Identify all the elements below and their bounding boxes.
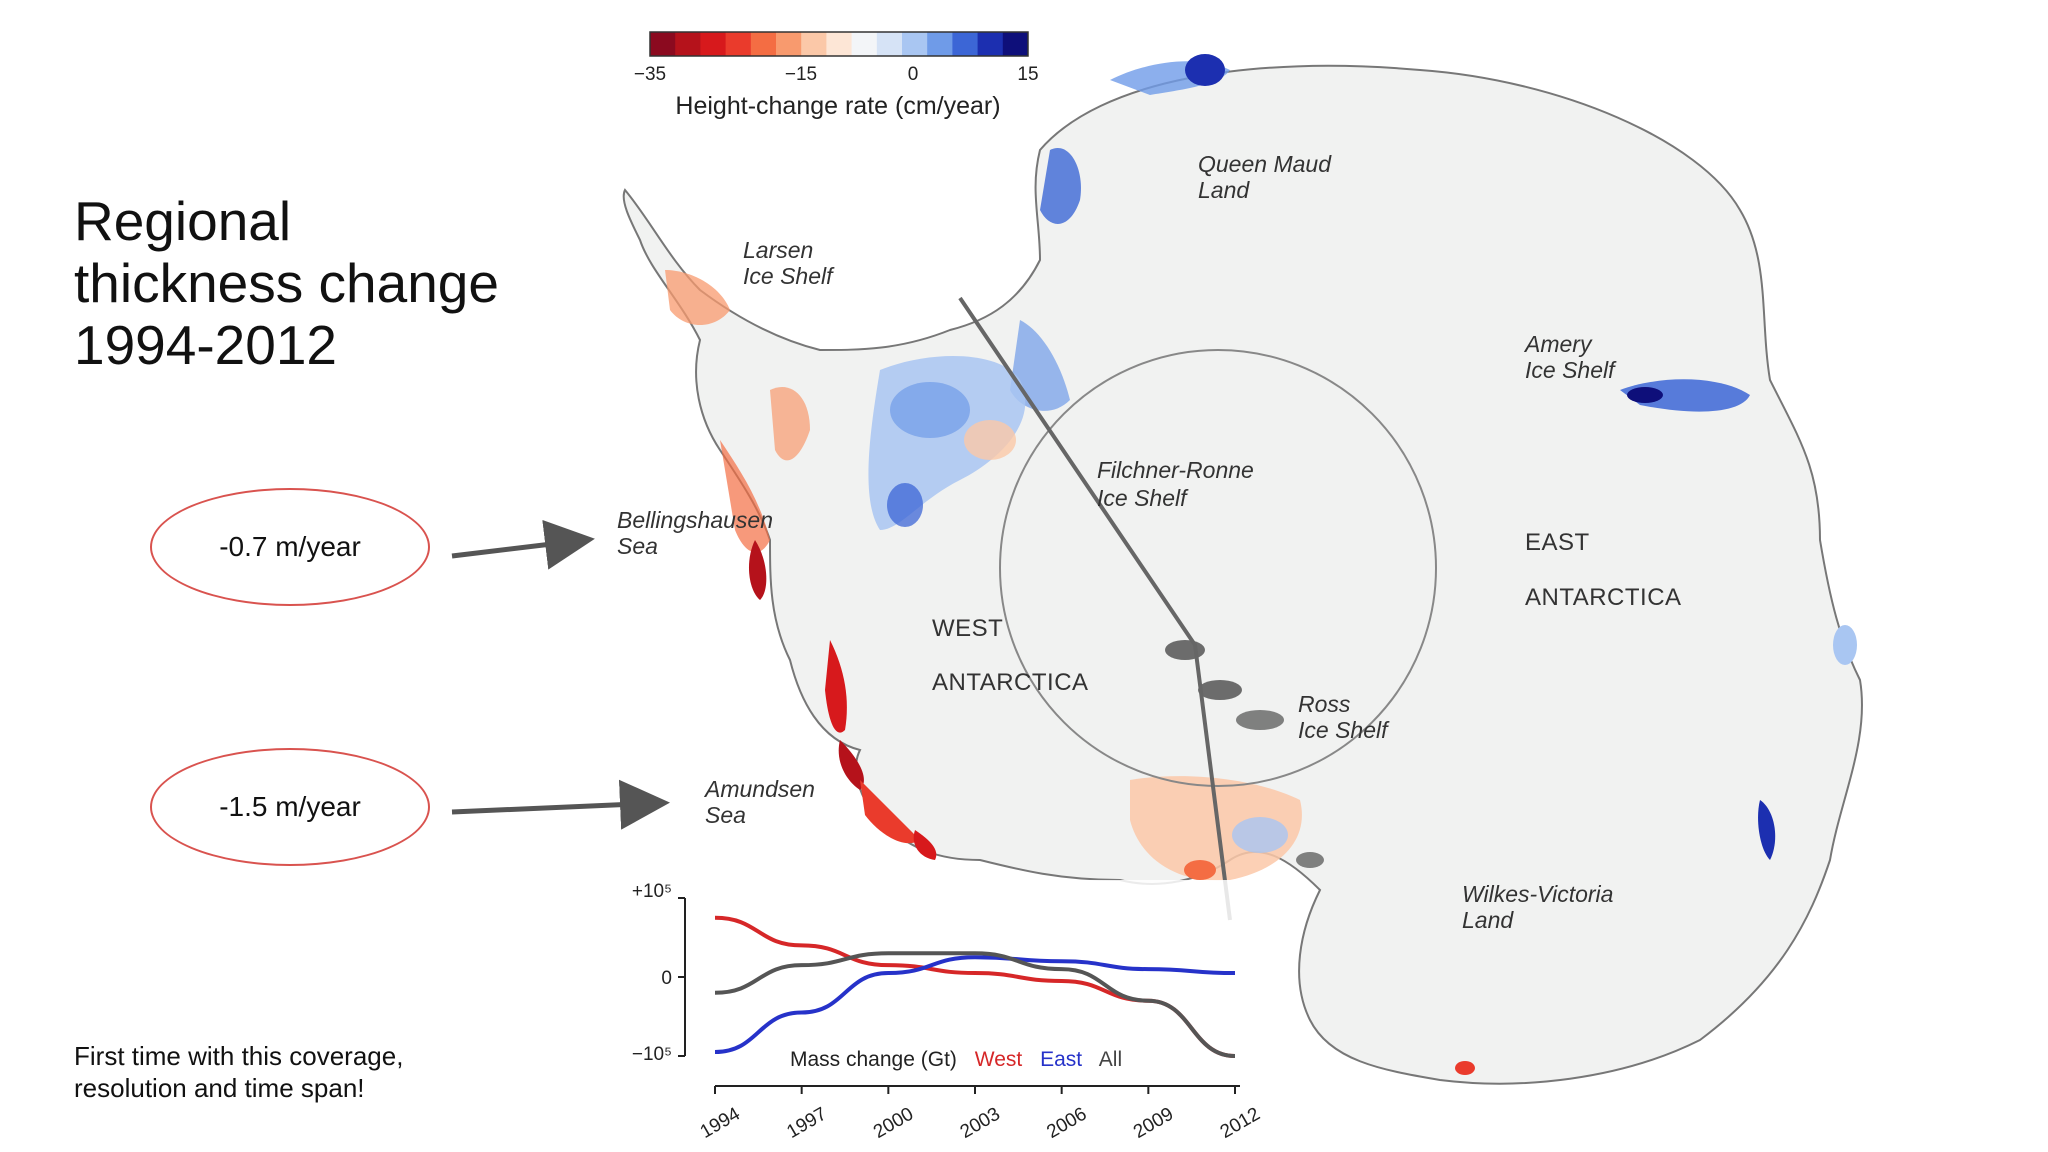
map-label: Sea: [617, 533, 658, 559]
x-tick-label: 1994: [697, 1103, 744, 1143]
continent-shape: [622, 64, 1864, 1085]
east-west-divide: [958, 296, 1232, 921]
colorbar: −35 −15 0 15 Height-change rate (cm/year…: [634, 31, 1039, 120]
map-label: Sea: [705, 802, 746, 828]
map-labels: Queen Maud Land Larsen Ice Shelf Amery I…: [617, 151, 1682, 933]
colorbar-swatch: [927, 32, 953, 56]
map-label: WEST: [932, 615, 1003, 642]
colorbar-swatch: [1002, 32, 1029, 56]
map-label: Filchner-Ronne: [1097, 457, 1254, 483]
map-label: Amery: [1523, 331, 1593, 357]
pole-hole-circle: [999, 349, 1437, 787]
colorbar-swatch: [851, 32, 878, 56]
colorbar-swatch: [952, 32, 979, 56]
map-label: ANTARCTICA: [932, 669, 1089, 696]
y-tick-label: 0: [661, 968, 672, 989]
colorbar-swatch: [902, 32, 928, 56]
map-label: Ross: [1298, 691, 1351, 717]
map-label: Bellingshausen: [617, 507, 773, 533]
x-tick-label: 2006: [1043, 1104, 1090, 1143]
legend-prefix: Mass change (Gt): [790, 1048, 957, 1071]
x-tick-label: 2003: [957, 1104, 1004, 1143]
arrow-amundsen: [451, 779, 670, 830]
callout-label: -1.5 m/year: [219, 791, 361, 822]
colorbar-swatch: [776, 32, 802, 56]
colorbar-title: Height-change rate (cm/year): [675, 92, 1000, 120]
chart-legend: Mass change (Gt) West East All: [790, 1048, 1122, 1071]
map-label: Land: [1198, 177, 1250, 203]
callout-bellingshausen: -0.7 m/year: [150, 488, 430, 606]
colorbar-swatch: [876, 32, 903, 56]
x-tick-label: 1997: [783, 1104, 830, 1143]
series-line-east: [714, 955, 1236, 1055]
colorbar-swatch: [977, 32, 1004, 56]
legend-west: West: [975, 1048, 1023, 1071]
colorbar-swatch: [801, 32, 827, 56]
series-line-all: [714, 951, 1236, 1058]
map-label: Land: [1462, 907, 1514, 933]
colorbar-swatch: [826, 32, 853, 56]
map-label: Ice Shelf: [1298, 717, 1390, 743]
y-tick-label: +10⁵: [632, 881, 672, 902]
colorbar-swatch: [750, 32, 777, 56]
colorbar-tick: −15: [785, 64, 817, 85]
colorbar-swatch: [700, 32, 727, 56]
map-label: Queen Maud: [1198, 151, 1332, 177]
colorbar-tick: 0: [908, 64, 919, 85]
arrow-bellingshausen: [451, 519, 595, 570]
x-tick-label: 2000: [870, 1104, 917, 1143]
map-label: Amundsen: [703, 776, 815, 802]
y-tick-label: −10⁵: [632, 1044, 672, 1065]
mass-change-chart: +10⁵ 0 −10⁵ 1994 1997 2000 2003 2006 2009 2012…: [632, 880, 1264, 1143]
legend-east: East: [1040, 1048, 1082, 1071]
legend-all: All: [1099, 1048, 1122, 1071]
x-tick-label: 2012: [1217, 1104, 1264, 1143]
colorbar-swatch: [675, 32, 701, 56]
callout-label: -0.7 m/year: [219, 531, 361, 562]
map-label: Ice Shelf: [1525, 357, 1617, 383]
colorbar-tick: 15: [1017, 64, 1038, 85]
footnote: First time with this coverage, resolutio…: [74, 1041, 404, 1103]
map-label: Ice Shelf: [1097, 485, 1189, 511]
colorbar-tick: −35: [634, 64, 666, 85]
map-label: EAST: [1525, 529, 1590, 556]
map-label: ANTARCTICA: [1525, 584, 1682, 611]
map-label: Larsen: [743, 237, 813, 263]
colorbar-swatch: [725, 32, 752, 56]
height-change-patches: [665, 54, 1857, 1075]
callout-amundsen: -1.5 m/year: [150, 748, 430, 866]
colorbar-swatch: [650, 32, 676, 56]
slide-title: Regional thickness change 1994-2012: [74, 190, 499, 376]
map-label: Wilkes-Victoria: [1462, 881, 1613, 907]
x-tick-label: 2009: [1130, 1104, 1177, 1143]
map-label: Ice Shelf: [743, 263, 835, 289]
